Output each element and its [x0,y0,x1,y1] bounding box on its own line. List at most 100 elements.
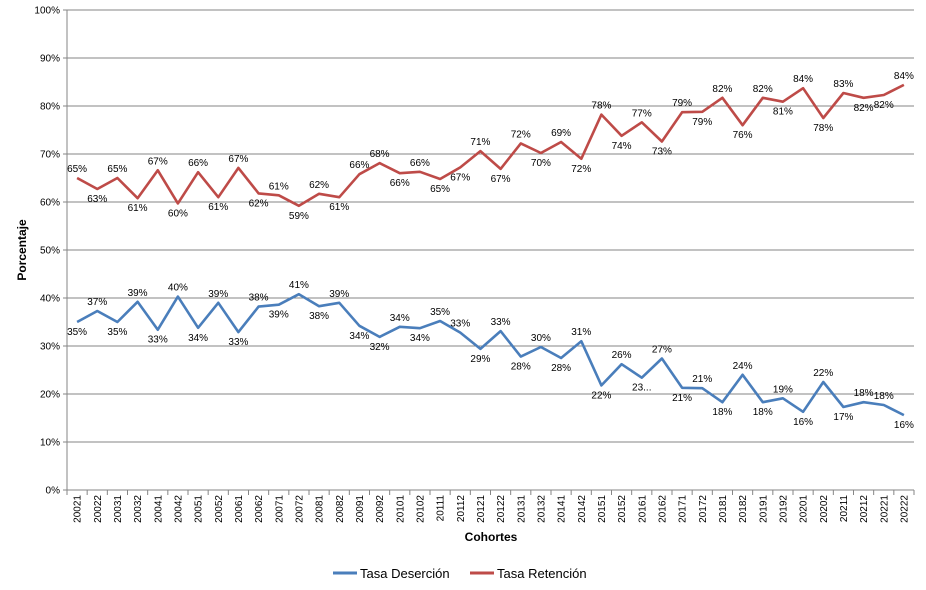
x-tick-label: 20172 [698,495,709,523]
x-tick-label: 20061 [234,495,245,523]
y-tick-label: 0% [46,486,61,497]
data-label: 65% [430,184,450,195]
y-tick-label: 60% [40,198,60,209]
x-tick-label: 20141 [557,495,568,523]
x-tick-label: 20221 [879,495,890,523]
x-tick-label: 20111 [436,495,447,522]
data-label: 19% [773,384,793,395]
data-label: 22% [813,368,833,379]
x-tick-label: 20201 [799,495,810,523]
y-tick-label: 40% [40,294,60,305]
data-label: 29% [470,354,490,365]
y-tick-label: 10% [40,438,60,449]
data-label: 41% [289,280,309,291]
data-label: 16% [894,420,914,431]
data-label: 73% [652,147,672,158]
data-label: 66% [188,158,208,169]
data-label: 33% [148,335,168,346]
data-label: 82% [712,84,732,95]
data-label: 84% [894,71,914,82]
legend: Tasa Deserción Tasa Retención [333,566,587,581]
x-tick-label: 20062 [254,495,265,523]
x-tick-label: 20161 [637,495,648,523]
data-label: 33% [491,317,511,328]
data-label: 34% [410,333,430,344]
data-label: 39% [329,289,349,300]
data-label: 18% [753,407,773,418]
x-tick-label: 20032 [133,495,144,523]
x-tick-label: 20142 [577,495,588,523]
x-tick-label: 20092 [375,495,386,523]
x-tick-label: 20222 [899,495,910,523]
data-label: 82% [874,100,894,111]
data-label: 67% [148,156,168,167]
data-label: 74% [612,141,632,152]
x-tick-label: 20031 [113,495,124,523]
data-label: 39% [208,289,228,300]
data-label: 26% [612,350,632,361]
data-label: 39% [269,310,289,321]
y-tick-label: 70% [40,150,60,161]
x-tick-label: 20052 [214,495,225,523]
x-tick-label: 20122 [496,495,507,523]
data-label: 33% [450,319,470,330]
data-label: 66% [410,158,430,169]
data-label: 61% [208,202,228,213]
data-label: 65% [107,164,127,175]
legend-label-desercion: Tasa Deserción [360,566,450,581]
x-tick-label: 20171 [678,495,689,523]
data-label: 18% [854,388,874,399]
y-tick-label: 100% [34,6,60,17]
data-label: 28% [551,363,571,374]
x-axis-ticks: 20021 20022 20031 20032 20041 20042 20051 20052… [66,490,915,523]
x-tick-label: 20121 [476,495,487,523]
legend-label-retencion: Tasa Retención [497,566,587,581]
data-label: 81% [773,107,793,118]
data-label: 18% [712,407,732,418]
data-label: 62% [249,198,269,209]
data-label: 22% [591,390,611,401]
data-label: 35% [430,307,450,318]
data-label: 34% [349,331,369,342]
data-label: 35% [67,327,87,338]
data-label: 34% [188,333,208,344]
x-tick-label: 20072 [294,495,305,523]
x-tick-label: 20051 [194,495,205,523]
data-label: 35% [107,327,127,338]
data-label: 78% [813,123,833,134]
x-tick-label: 20131 [516,495,527,523]
y-tick-label: 50% [40,246,60,257]
data-label: 66% [349,160,369,171]
data-label: 21% [672,393,692,404]
x-tick-label: 20082 [335,495,346,523]
x-tick-label: 20192 [778,495,789,523]
data-label: 34% [390,313,410,324]
y-axis-ticks: 0% 10% 20% 30% 40% 50% 60% 70% 80% 90% 100% [34,6,67,497]
data-label: 62% [309,180,329,191]
x-tick-label: 20181 [718,495,729,523]
y-tick-label: 20% [40,390,60,401]
data-label: 60% [168,208,188,219]
y-tick-label: 90% [40,54,60,65]
data-label: 72% [571,164,591,175]
data-label: 21% [692,374,712,385]
y-axis-title: Porcentaje [15,219,29,281]
data-label: 61% [329,202,349,213]
x-tick-label: 20091 [355,495,366,523]
data-label: 18% [874,391,894,402]
x-tick-label: 20112 [456,495,467,523]
data-label: 59% [289,211,309,222]
data-label: 16% [793,417,813,428]
x-tick-label: 20132 [536,495,547,523]
data-label: 31% [571,327,591,338]
data-label: 28% [511,362,531,373]
data-label: 83% [833,79,853,90]
x-tick-label: 20102 [415,495,426,523]
data-label: 30% [531,333,551,344]
axes [66,10,914,491]
data-label: 78% [591,101,611,112]
x-axis-title: Cohortes [465,530,518,544]
data-label: 67% [491,174,511,185]
data-label: 61% [269,181,289,192]
